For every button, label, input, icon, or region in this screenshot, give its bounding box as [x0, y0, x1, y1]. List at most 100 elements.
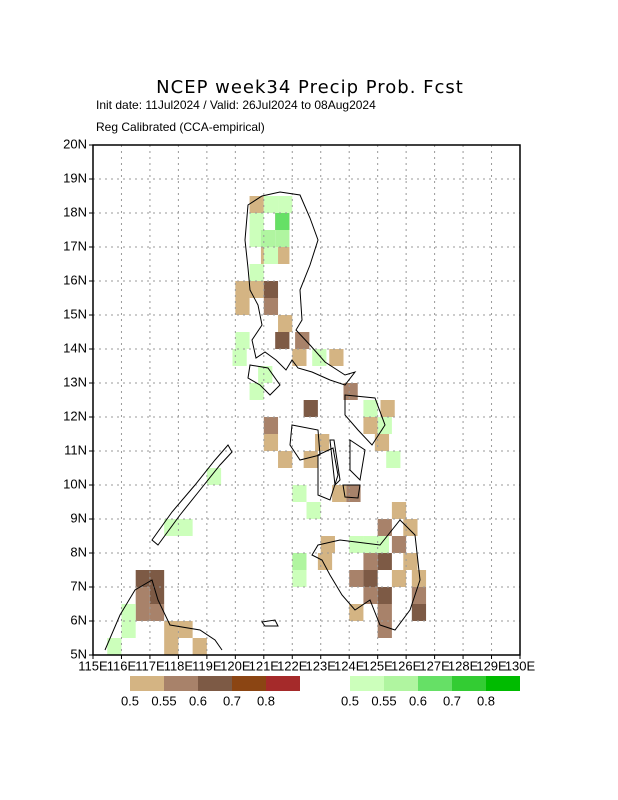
prob-cell	[312, 349, 327, 366]
prob-cell	[391, 536, 407, 553]
prob-cell	[206, 468, 222, 485]
y-tick-label: 9N	[70, 510, 87, 525]
legend-swatch	[384, 676, 418, 691]
prob-cell	[249, 213, 264, 230]
prob-cell	[263, 434, 279, 451]
prob-cell	[343, 383, 358, 400]
prob-cell	[295, 332, 310, 349]
prob-cell	[403, 519, 418, 536]
prob-cell	[278, 451, 293, 468]
legend-label: 0.8	[477, 693, 495, 708]
prob-cell	[192, 638, 207, 655]
prob-cell	[377, 553, 392, 570]
x-tick-label: 116E	[107, 658, 137, 673]
prob-cell	[320, 536, 335, 553]
prob-cell	[249, 281, 264, 298]
prob-cell	[249, 383, 264, 400]
prob-cell	[349, 570, 364, 587]
legend-label: 0.6	[189, 693, 207, 708]
x-tick-label: 130E	[505, 658, 536, 673]
prob-cell	[263, 247, 279, 264]
title: NCEP week34 Precip Prob. Fcst	[156, 77, 464, 98]
x-tick-label: 119E	[192, 658, 222, 673]
prob-cell	[349, 604, 364, 621]
y-tick-label: 16N	[63, 272, 87, 287]
y-tick-label: 11N	[64, 442, 87, 457]
coastline	[344, 394, 386, 446]
prob-cell	[292, 349, 307, 366]
legend-label: 0.7	[443, 693, 461, 708]
method-note: Reg Calibrated (CCA-empirical)	[96, 120, 265, 134]
prob-cell	[374, 434, 390, 451]
prob-cell	[249, 264, 264, 281]
prob-cell	[121, 621, 136, 638]
prob-cell	[306, 502, 321, 519]
prob-cell	[391, 502, 407, 519]
prob-cell	[377, 587, 392, 604]
prob-cell	[303, 451, 318, 468]
prob-cell	[292, 553, 307, 570]
x-tick-label: 127E	[419, 658, 450, 673]
y-tick-label: 18N	[63, 204, 87, 219]
prob-cell	[374, 536, 390, 553]
x-tick-label: 118E	[164, 658, 194, 673]
prob-cell	[263, 298, 279, 315]
legend-swatch	[486, 676, 520, 691]
legend-swatch	[198, 676, 232, 691]
prob-cell	[363, 417, 378, 434]
legend-swatch	[232, 676, 266, 691]
legend-swatch	[266, 676, 300, 691]
prob-cell	[260, 230, 276, 247]
x-tick-label: 115E	[78, 658, 108, 673]
plot-frame	[92, 144, 521, 656]
legend-swatch	[452, 676, 486, 691]
y-tick-label: 12N	[63, 408, 87, 423]
coastline	[151, 444, 233, 546]
cells	[107, 196, 427, 655]
grid	[93, 145, 520, 655]
y-tick-label: 20N	[63, 136, 87, 151]
coastline	[329, 439, 341, 487]
prob-cell	[349, 536, 364, 553]
prob-cell	[278, 196, 293, 213]
coastlines	[104, 191, 421, 651]
prob-cell	[377, 519, 392, 536]
prob-cell	[135, 570, 150, 587]
y-tick-label: 5N	[70, 646, 87, 661]
subtitle: Init date: 11Jul2024 / Valid: 26Jul2024 …	[96, 98, 376, 112]
prob-cell	[263, 196, 279, 213]
prob-cell	[235, 281, 250, 298]
y-tick-label: 6N	[70, 612, 87, 627]
legend: 0.5 0.55 0.6 0.7 0.8 0.5 0.55 0.6 0.7 0.8	[121, 676, 520, 708]
prob-cell	[235, 332, 250, 349]
prob-cell	[164, 621, 179, 638]
coastline	[244, 191, 357, 386]
prob-cell	[275, 247, 290, 264]
legend-swatch	[130, 676, 164, 691]
legend-label: 0.55	[151, 693, 176, 708]
prob-cell	[149, 604, 165, 621]
legend-label: 0.5	[121, 693, 139, 708]
prob-cell	[292, 485, 307, 502]
prob-cell	[332, 485, 347, 502]
x-tick-label: 126E	[391, 658, 422, 673]
prob-cell	[411, 570, 427, 587]
axes: 115E 116E 117E 118E 119E120E121E122E123E124E…	[63, 136, 535, 673]
prob-cell	[164, 638, 179, 655]
prob-cell	[249, 230, 264, 247]
prob-cell	[411, 604, 427, 621]
prob-cell	[317, 553, 333, 570]
coastline	[317, 447, 339, 501]
x-tick-label: 117E	[135, 658, 165, 673]
x-tick-label: 124E	[334, 658, 365, 673]
prob-cell	[329, 349, 344, 366]
prob-cell	[275, 332, 290, 349]
prob-cell	[363, 536, 378, 553]
prob-cell	[249, 196, 264, 213]
prob-cell	[363, 400, 378, 417]
prob-cell	[263, 281, 279, 298]
prob-cell	[135, 604, 150, 621]
prob-cell	[377, 604, 392, 621]
prob-cell	[258, 366, 273, 383]
prob-cell	[178, 519, 193, 536]
